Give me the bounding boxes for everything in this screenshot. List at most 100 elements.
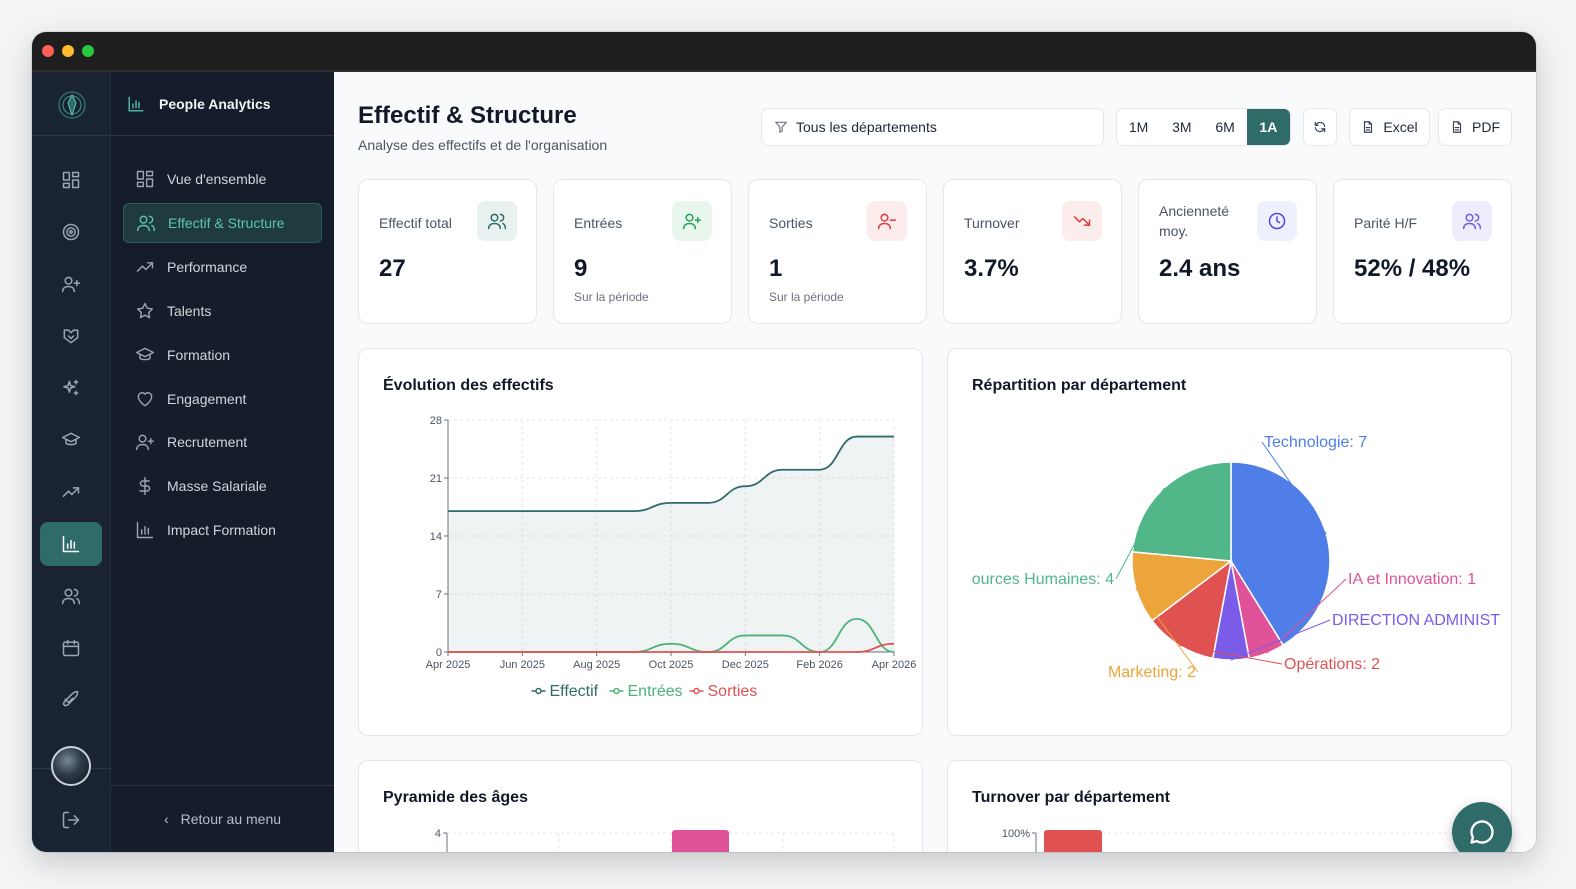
kpi-subtext: Sur la période bbox=[574, 290, 649, 304]
nav-item-label: Vue d'ensemble bbox=[167, 171, 267, 187]
main-content: Effectif & Structure Analyse des effecti… bbox=[334, 72, 1536, 852]
trend-down-icon bbox=[1073, 216, 1091, 226]
back-label: Retour au menu bbox=[180, 811, 282, 827]
heart-icon bbox=[137, 392, 153, 407]
kpi-icon-box bbox=[1062, 201, 1102, 241]
period-1m-button[interactable]: 1M bbox=[1128, 119, 1149, 135]
minimize-window-button[interactable] bbox=[62, 45, 74, 57]
y-tick-label: 100% bbox=[1002, 828, 1030, 840]
chat-button[interactable] bbox=[1452, 802, 1512, 852]
app-title: People Analytics bbox=[159, 95, 271, 112]
rail-analytics-button[interactable] bbox=[40, 522, 102, 566]
x-tick-label: Oct 2025 bbox=[649, 659, 694, 671]
kpi-icon-box bbox=[672, 201, 712, 241]
nav-item-overview[interactable]: Vue d'ensemble bbox=[123, 159, 322, 199]
kpi-label: Effectif total bbox=[379, 215, 452, 231]
rail-employees-button[interactable] bbox=[40, 574, 102, 618]
kpi-label: Sorties bbox=[769, 215, 813, 231]
grid-icon bbox=[62, 171, 80, 189]
kpi-value: 27 bbox=[379, 255, 406, 282]
chat-bubble-icon bbox=[1470, 820, 1494, 844]
rail-dashboard-button[interactable] bbox=[40, 158, 102, 202]
nav-item-label: Impact Formation bbox=[167, 522, 276, 538]
kpi-label: Ancienneté moy. bbox=[1159, 203, 1230, 239]
rocket-icon bbox=[62, 690, 79, 707]
chevron-left-icon: ‹ bbox=[163, 811, 169, 827]
age-pyramid-chart: 4 bbox=[435, 828, 895, 852]
rail-divider bbox=[32, 135, 111, 136]
user-avatar[interactable] bbox=[51, 746, 91, 786]
nav-item-training-impact[interactable]: Impact Formation bbox=[123, 510, 322, 550]
card-title: Évolution des effectifs bbox=[383, 377, 554, 394]
dollar-icon bbox=[139, 476, 151, 496]
department-filter-select[interactable]: Tous les départements bbox=[761, 108, 1104, 146]
user-plus-icon bbox=[682, 213, 702, 230]
grid-icon bbox=[136, 170, 154, 188]
y-tick-label: 0 bbox=[436, 647, 442, 659]
department-pie-card: Répartition par département Technologie:… bbox=[947, 348, 1512, 736]
close-window-button[interactable] bbox=[42, 45, 54, 57]
rail-partnership-button[interactable] bbox=[40, 314, 102, 358]
rail-launch-button[interactable] bbox=[40, 678, 102, 722]
rail-training-button[interactable] bbox=[40, 418, 102, 462]
users-icon bbox=[1462, 213, 1482, 230]
series-line bbox=[447, 435, 894, 513]
nav-item-recruitment[interactable]: Recrutement bbox=[123, 422, 322, 462]
rail-talents-button[interactable] bbox=[40, 366, 102, 410]
kpi-icon-box bbox=[1257, 201, 1297, 241]
nav-item-engagement[interactable]: Engagement bbox=[123, 379, 322, 419]
period-3m-button[interactable]: 3M bbox=[1172, 119, 1192, 135]
kpi-card-exits: Sorties 1 Sur la période bbox=[748, 179, 927, 324]
nav-item-headcount[interactable]: Effectif & Structure bbox=[123, 203, 322, 243]
back-to-menu-button[interactable]: ‹ Retour au menu bbox=[111, 785, 334, 852]
pie-label-line bbox=[1266, 578, 1347, 654]
period-6m-button[interactable]: 6M bbox=[1215, 119, 1235, 135]
legend-marker bbox=[535, 687, 542, 695]
app-logo-icon[interactable] bbox=[56, 89, 88, 121]
pie-label-line bbox=[1178, 644, 1283, 665]
maximize-window-button[interactable] bbox=[82, 45, 94, 57]
kpi-value: 3.7% bbox=[964, 255, 1019, 282]
rail-objectives-button[interactable] bbox=[40, 210, 102, 254]
nav-item-talents[interactable]: Talents bbox=[123, 291, 322, 331]
export-pdf-label: PDF bbox=[1472, 119, 1500, 135]
refresh-button[interactable] bbox=[1303, 108, 1337, 146]
page-subtitle: Analyse des effectifs et de l'organisati… bbox=[358, 137, 608, 153]
period-1a-button[interactable]: 1A bbox=[1246, 109, 1290, 145]
legend-label: Sorties bbox=[708, 683, 758, 700]
user-plus-icon bbox=[61, 276, 81, 293]
trend-up-icon bbox=[62, 487, 80, 497]
users-icon bbox=[487, 213, 507, 230]
nav-item-performance[interactable]: Performance bbox=[123, 247, 322, 287]
pie-label: ources Humaines: 4 bbox=[972, 571, 1114, 588]
pie-label-line bbox=[1230, 619, 1331, 661]
card-title: Pyramide des âges bbox=[383, 789, 528, 806]
nav-item-payroll[interactable]: Masse Salariale bbox=[123, 466, 322, 506]
pie-label: Marketing: 2 bbox=[1108, 664, 1196, 681]
rail-performance-button[interactable] bbox=[40, 470, 102, 514]
logout-button[interactable] bbox=[40, 798, 102, 842]
kpi-card-hires: Entrées 9 Sur la période bbox=[553, 179, 732, 324]
y-tick-label: 21 bbox=[430, 473, 442, 485]
kpi-value: 2.4 ans bbox=[1159, 255, 1241, 282]
nav-item-label: Masse Salariale bbox=[167, 478, 267, 494]
logout-icon bbox=[62, 811, 80, 829]
x-tick-label: Jun 2025 bbox=[500, 659, 545, 671]
export-pdf-button[interactable]: PDF bbox=[1438, 108, 1512, 146]
kpi-subtext: Sur la période bbox=[769, 290, 844, 304]
kpi-label: Parité H/F bbox=[1354, 215, 1418, 231]
legend-marker bbox=[693, 687, 700, 695]
clock-icon bbox=[1268, 212, 1286, 230]
x-tick-label: Apr 2025 bbox=[426, 659, 471, 671]
nav-item-training[interactable]: Formation bbox=[123, 335, 322, 375]
rail-recruitment-button[interactable] bbox=[40, 262, 102, 306]
calendar-icon bbox=[62, 639, 80, 657]
card-title: Répartition par département bbox=[972, 377, 1187, 394]
rail-calendar-button[interactable] bbox=[40, 626, 102, 670]
nav-item-label: Talents bbox=[167, 303, 212, 319]
kpi-card-headcount: Effectif total 27 bbox=[358, 179, 537, 324]
export-excel-button[interactable]: Excel bbox=[1349, 108, 1430, 146]
users-icon bbox=[61, 588, 81, 605]
card-title: Turnover par département bbox=[972, 789, 1170, 806]
pie-label-line bbox=[1135, 587, 1199, 673]
